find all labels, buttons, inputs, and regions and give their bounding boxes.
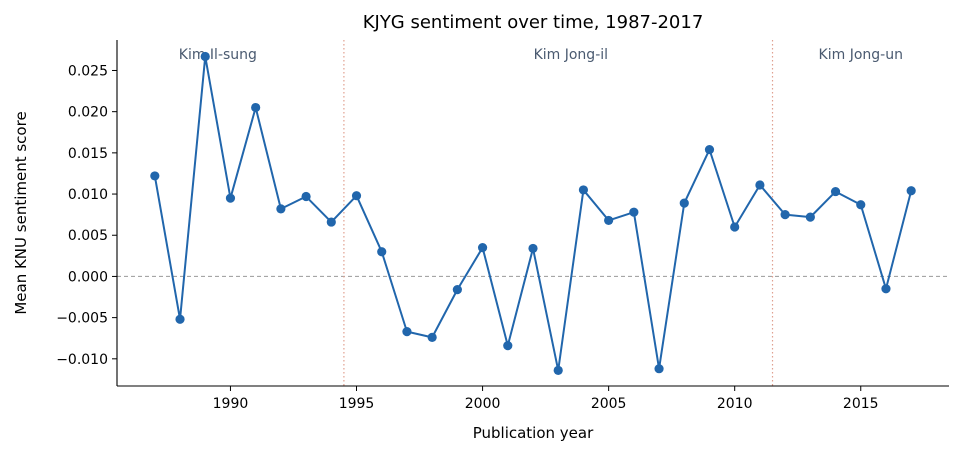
x-tick-label: 2000 [465,396,501,412]
chart-title: KJYG sentiment over time, 1987-2017 [363,12,704,33]
x-axis-label: Publication year [473,424,594,442]
data-point [654,364,664,374]
data-point [150,171,160,181]
plot-area: Kim Il-sung Kim Jong-il Kim Jong-un [117,40,949,386]
data-point [276,204,286,214]
data-point [477,243,488,253]
era-label: Kim Il-sung [179,47,257,63]
data-point [200,51,210,62]
x-tick-label: 2015 [843,396,879,412]
y-axis-label: Mean KNU sentiment score [12,111,30,314]
era-label: Kim Jong-il [534,47,608,63]
y-tick-label: 0.025 [68,63,108,79]
data-point [704,144,715,155]
data-point [528,243,538,254]
y-tick-label: 0.000 [68,269,108,285]
x-tick-label: 2005 [591,396,627,412]
y-tick-label: 0.010 [68,187,108,203]
data-point [402,327,412,337]
x-tick-label: 1990 [213,396,249,412]
data-point [730,222,740,232]
data-point [301,191,311,202]
series-line [153,55,913,372]
data-point [578,185,589,195]
y-tick-label: 0.005 [68,228,108,244]
data-point [175,314,185,324]
y-tick-label: 0.015 [68,146,108,162]
y-tick-label: −0.005 [56,311,108,327]
data-point [780,210,790,220]
data-point [805,212,815,222]
y-tick-label: −0.010 [56,352,108,368]
era-label: Kim Jong-un [819,47,903,63]
data-point [326,217,336,227]
data-point [856,200,866,210]
data-point [427,332,437,342]
data-point [830,186,841,197]
data-point [679,198,689,208]
x-tick-label: 1995 [339,396,375,412]
data-point [377,247,387,257]
y-ticks: −0.010 −0.005 0.000 0.005 0.010 0.015 0.020 0.0… [56,63,117,368]
data-point [629,207,639,217]
y-tick-label: 0.020 [68,105,108,121]
data-point [452,285,462,295]
data-point [604,215,614,226]
x-ticks: 1990 1995 2000 2005 2010 2015 [213,386,879,412]
data-point [251,102,261,113]
data-point [906,186,916,196]
data-point [553,365,563,375]
data-point [881,284,891,294]
data-point [351,191,362,201]
data-point [755,180,765,190]
x-tick-label: 2010 [717,396,753,412]
data-point [503,341,513,351]
data-point [225,193,236,203]
